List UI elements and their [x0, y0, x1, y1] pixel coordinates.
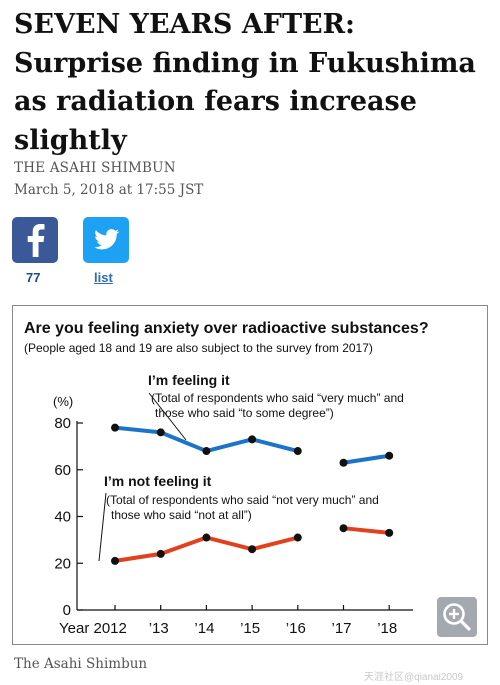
x-tick-label: Year 2012 — [59, 620, 127, 637]
facebook-share-button[interactable] — [12, 217, 58, 263]
data-point-not-feeling — [156, 549, 165, 558]
image-credit: The Asahi Shimbun — [14, 656, 148, 672]
x-tick-label: ’13 — [149, 620, 169, 637]
line-chart: Are you feeling anxiety over radioactive… — [24, 320, 429, 637]
x-tick-label: ’16 — [286, 620, 306, 637]
facebook-share-count: 77 — [26, 270, 41, 285]
series-line-feeling — [343, 453, 390, 465]
data-point-not-feeling — [293, 533, 302, 542]
article-byline: THE ASAHI SHIMBUN — [14, 160, 176, 176]
series-note-not-feeling-2: those who said “not at all”) — [111, 508, 252, 522]
series-note-feeling-2: those who said “to some degree”) — [155, 406, 334, 420]
chart-subtitle: (People aged 18 and 19 are also subject … — [24, 341, 373, 355]
data-point-feeling — [156, 428, 165, 437]
x-tick-label: ’15 — [240, 620, 260, 637]
chart-title: Are you feeling anxiety over radioactive… — [24, 320, 429, 337]
twitter-share-link[interactable]: list — [94, 270, 113, 285]
series-note-feeling-1: (Total of respondents who said “very muc… — [151, 391, 404, 405]
data-point-not-feeling — [339, 524, 348, 533]
article-headline: SEVEN YEARS AFTER: Surprise finding in F… — [14, 9, 476, 156]
data-point-feeling — [248, 435, 257, 444]
facebook-icon — [27, 224, 45, 257]
y-axis-label: (%) — [53, 394, 73, 409]
series-leader-feeling — [148, 392, 187, 441]
data-point-not-feeling — [111, 556, 119, 565]
data-point-not-feeling — [385, 528, 394, 537]
y-tick-label: 80 — [54, 415, 71, 432]
y-tick-label: 0 — [63, 602, 71, 619]
data-point-feeling — [202, 447, 211, 456]
twitter-share-button[interactable] — [83, 217, 129, 263]
series-note-not-feeling-1: (Total of respondents who said “not very… — [106, 493, 379, 507]
twitter-icon — [94, 229, 120, 250]
data-point-feeling — [339, 458, 348, 467]
data-point-feeling — [111, 423, 119, 432]
article-dateline: March 5, 2018 at 17:55 JST — [14, 182, 204, 198]
y-tick-label: 40 — [54, 509, 71, 526]
data-point-feeling — [293, 447, 302, 456]
series-label-feeling: I’m feeling it — [148, 372, 230, 388]
series-leader-not-feeling — [98, 492, 107, 562]
series-label-not-feeling: I’m not feeling it — [104, 473, 212, 489]
zoom-in-icon — [443, 603, 471, 631]
data-point-not-feeling — [202, 533, 211, 542]
watermark: 天涯社区@qianai2009 — [364, 672, 464, 683]
data-point-not-feeling — [248, 545, 257, 554]
x-tick-label: ’14 — [194, 620, 214, 637]
chart-figure: Are you feeling anxiety over radioactive… — [12, 305, 488, 645]
x-tick-label: ’18 — [377, 620, 397, 637]
y-tick-label: 60 — [54, 462, 71, 479]
series-line-not-feeling — [343, 526, 390, 535]
x-tick-label: ’17 — [332, 620, 352, 637]
y-tick-label: 20 — [54, 555, 71, 572]
zoom-button[interactable] — [437, 597, 477, 637]
data-point-feeling — [385, 451, 394, 460]
